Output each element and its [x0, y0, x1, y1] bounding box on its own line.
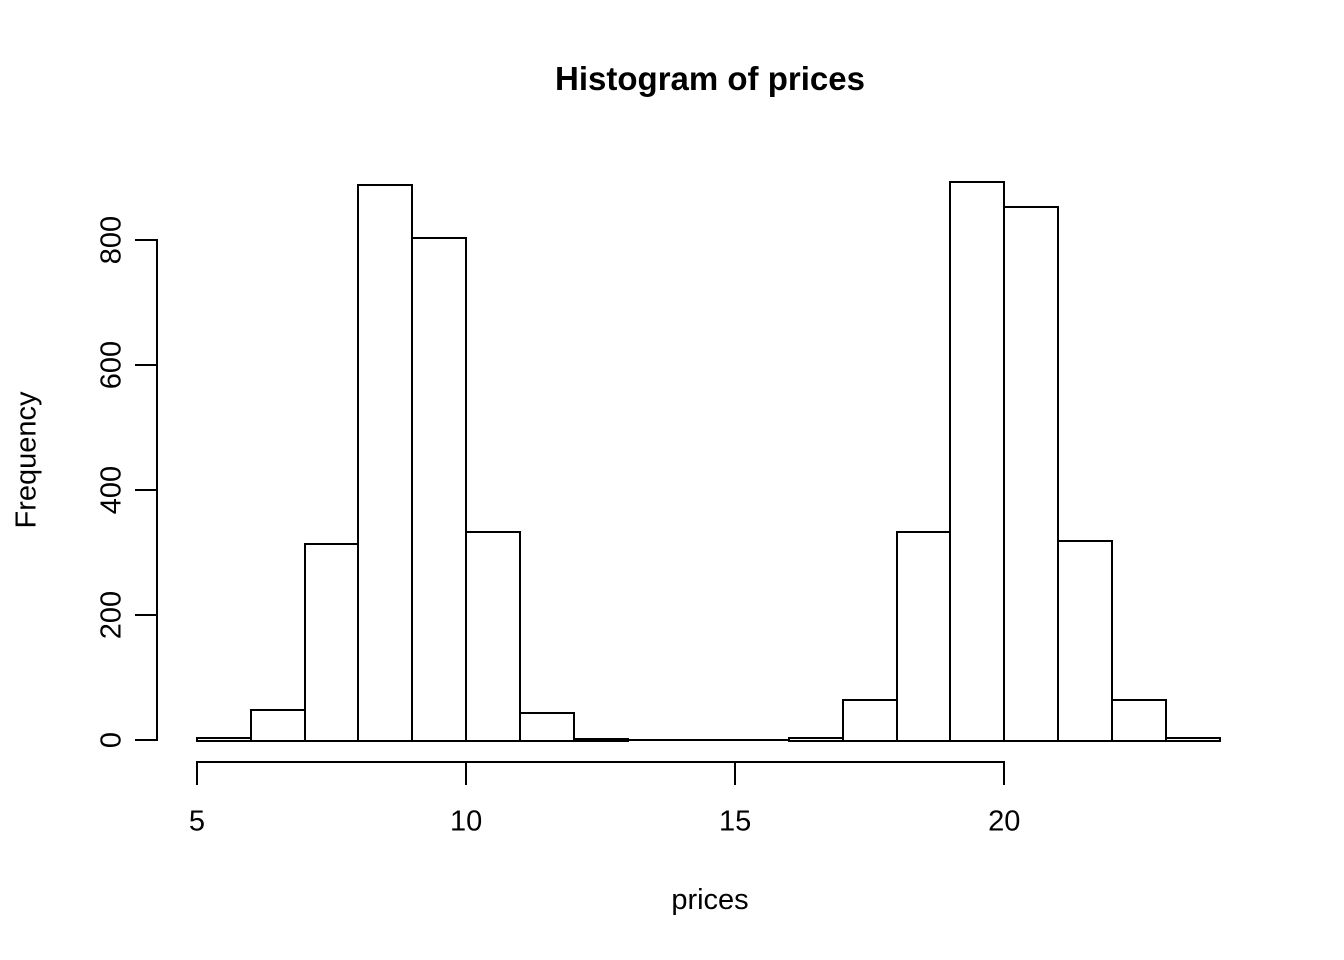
histogram-bar — [572, 738, 629, 743]
histogram-bar — [1164, 736, 1221, 742]
y-axis-tick — [135, 614, 156, 616]
x-axis-tick — [734, 763, 737, 785]
histogram-zero-bar — [680, 739, 737, 741]
x-axis-line — [196, 761, 1006, 763]
y-tick-label: 0 — [95, 731, 128, 749]
histogram-bar — [949, 180, 1006, 742]
histogram-bar — [788, 736, 844, 742]
x-axis-tick — [1003, 763, 1006, 785]
histogram-bar — [841, 699, 898, 742]
histogram-bar — [465, 530, 521, 742]
histogram-bar — [249, 708, 306, 742]
y-tick-label: 400 — [95, 465, 128, 515]
histogram-bar — [895, 530, 952, 742]
x-axis-tick — [196, 763, 198, 785]
x-axis-tick — [465, 763, 468, 785]
histogram-bar — [1003, 205, 1060, 742]
x-tick-label: 5 — [188, 805, 206, 838]
chart-title: Histogram of prices — [555, 60, 865, 97]
y-tick-label: 200 — [95, 590, 128, 640]
histogram-bar — [303, 543, 360, 742]
y-axis-tick — [135, 489, 156, 491]
histogram-bar — [357, 183, 414, 742]
y-axis-tick — [135, 364, 156, 366]
histogram-zero-bar — [734, 739, 790, 741]
histogram-bar — [411, 236, 468, 742]
x-tick-label: 10 — [449, 805, 483, 838]
histogram-bar — [196, 736, 252, 742]
histogram-zero-bar — [626, 739, 683, 741]
y-tick-label: 800 — [95, 215, 128, 265]
histogram-bar — [1110, 699, 1167, 742]
x-tick-label: 15 — [719, 805, 752, 838]
histogram-bar — [518, 711, 575, 742]
y-axis-tick — [135, 739, 156, 741]
y-tick-label: 600 — [95, 340, 128, 390]
x-tick-label: 20 — [988, 805, 1021, 838]
x-axis-label: prices — [671, 884, 749, 916]
y-axis-tick — [135, 239, 156, 241]
y-axis-line — [156, 239, 158, 741]
histogram-bar — [1057, 540, 1113, 742]
